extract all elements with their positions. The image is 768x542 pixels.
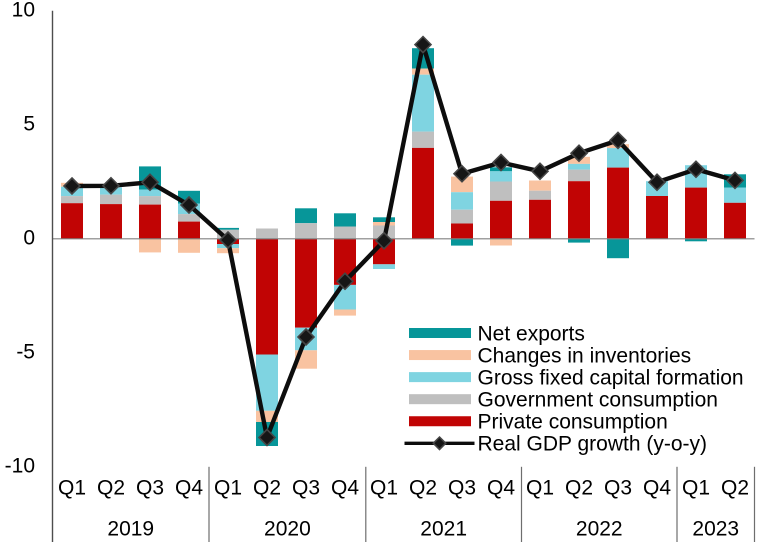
- svg-text:Government consumption: Government consumption: [478, 389, 718, 412]
- svg-text:Q1: Q1: [682, 476, 710, 499]
- svg-text:Net exports: Net exports: [478, 322, 585, 345]
- svg-text:10: 10: [12, 0, 35, 21]
- svg-text:Q3: Q3: [604, 476, 632, 499]
- svg-text:2020: 2020: [264, 517, 311, 540]
- svg-text:2023: 2023: [692, 517, 739, 540]
- svg-text:Q2: Q2: [721, 476, 749, 499]
- svg-text:Q3: Q3: [448, 476, 476, 499]
- svg-text:Q1: Q1: [370, 476, 398, 499]
- svg-text:Q1: Q1: [58, 476, 86, 499]
- svg-text:-10: -10: [5, 454, 35, 477]
- svg-text:Q2: Q2: [409, 476, 437, 499]
- svg-text:Q4: Q4: [487, 476, 515, 499]
- svg-text:Q4: Q4: [175, 476, 203, 499]
- svg-text:Real GDP growth (y-o-y): Real GDP growth (y-o-y): [478, 433, 708, 456]
- svg-text:Q1: Q1: [526, 476, 554, 499]
- svg-text:Gross fixed capital formation: Gross fixed capital formation: [478, 367, 744, 390]
- svg-text:Q1: Q1: [214, 476, 242, 499]
- svg-text:Private consumption: Private consumption: [478, 411, 668, 434]
- svg-text:2022: 2022: [576, 517, 623, 540]
- svg-text:Q4: Q4: [643, 476, 671, 499]
- svg-text:Q2: Q2: [565, 476, 593, 499]
- svg-text:2021: 2021: [420, 517, 467, 540]
- svg-text:-5: -5: [16, 340, 35, 363]
- svg-text:Q4: Q4: [331, 476, 359, 499]
- svg-text:Q2: Q2: [253, 476, 281, 499]
- svg-text:0: 0: [23, 226, 35, 249]
- svg-text:Q3: Q3: [292, 476, 320, 499]
- svg-text:5: 5: [23, 112, 35, 135]
- svg-text:Changes in inventories: Changes in inventories: [478, 345, 692, 368]
- svg-text:Q2: Q2: [97, 476, 125, 499]
- svg-text:Q3: Q3: [136, 476, 164, 499]
- svg-text:2019: 2019: [107, 517, 154, 540]
